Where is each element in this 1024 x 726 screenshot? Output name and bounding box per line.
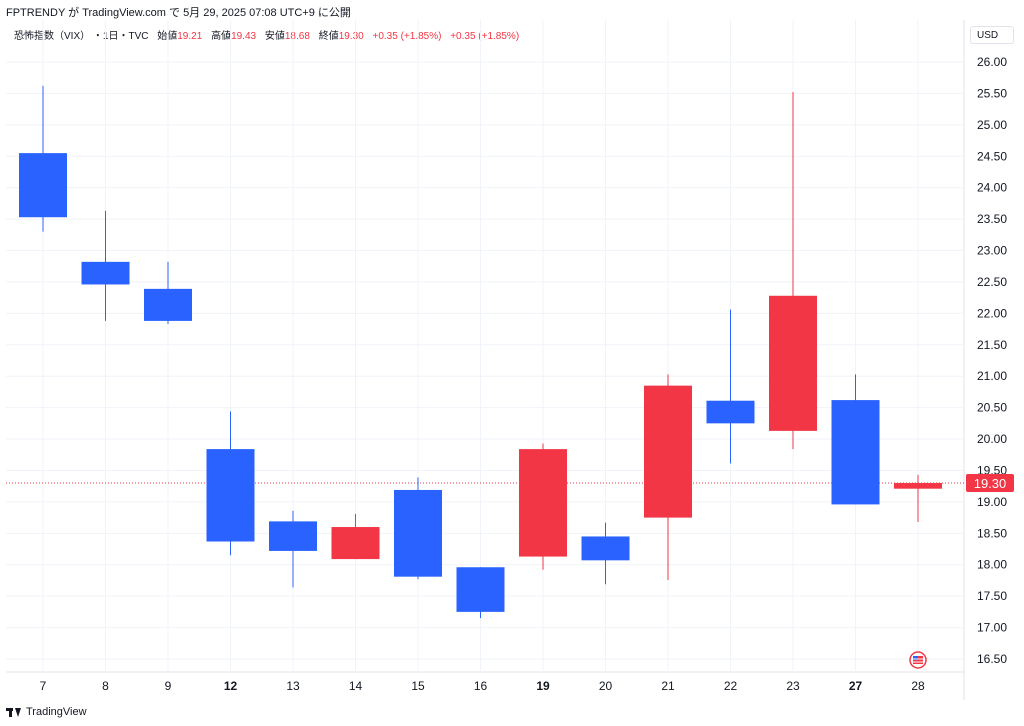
y-tick-label: 22.00 xyxy=(977,306,1007,320)
tradingview-logo-icon xyxy=(6,707,22,717)
close-value: 19.30 xyxy=(338,31,364,42)
x-tick-label: 8 xyxy=(102,679,109,693)
x-tick-label: 15 xyxy=(411,679,425,693)
symbol-legend: 恐怖指数（VIX） ・1日・TVC 始値19.21 高値19.43 安値18.6… xyxy=(14,27,519,42)
y-tick-label: 16.50 xyxy=(977,652,1007,666)
x-tick-label: 19 xyxy=(536,679,550,693)
y-tick-label: 18.50 xyxy=(977,526,1007,540)
x-tick-label: 20 xyxy=(599,679,613,693)
x-tick-label: 13 xyxy=(286,679,300,693)
footer-brand-label: TradingView xyxy=(26,706,87,718)
candle-body xyxy=(519,449,567,557)
x-tick-label: 28 xyxy=(911,679,925,693)
candle-body xyxy=(331,527,380,560)
candle-body xyxy=(769,295,817,431)
close-label: 終値 xyxy=(318,31,339,42)
change-value-2: +0.35 (+1.85%) xyxy=(450,31,520,42)
y-tick-label: 23.00 xyxy=(977,244,1007,258)
candle-body xyxy=(644,385,692,518)
x-tick-label: 23 xyxy=(786,679,800,693)
x-tick-label: 14 xyxy=(349,679,363,693)
y-tick-label: 20.50 xyxy=(977,401,1007,415)
y-tick-label: 21.50 xyxy=(977,338,1007,352)
candle-body xyxy=(581,536,630,561)
y-tick-label: 26.00 xyxy=(977,55,1007,69)
y-tick-label: 19.00 xyxy=(977,495,1007,509)
y-tick-label: 17.50 xyxy=(977,589,1007,603)
current-price-label: 19.30 xyxy=(974,476,1007,491)
change-value: +0.35 (+1.85%) xyxy=(372,31,442,42)
open-label: 始値 xyxy=(157,31,178,42)
y-tick-label: 17.00 xyxy=(977,621,1007,635)
candle-body xyxy=(831,400,880,505)
interval-label: ・1日・TVC xyxy=(92,31,149,42)
candle-body xyxy=(81,261,130,285)
footer-brand[interactable]: TradingView xyxy=(6,706,87,718)
high-value: 19.43 xyxy=(231,31,257,42)
currency-selector[interactable]: USD xyxy=(970,26,1014,44)
x-tick-label: 27 xyxy=(849,679,863,693)
high-label: 高値 xyxy=(211,31,232,42)
x-tick-label: 21 xyxy=(661,679,675,693)
candle-body xyxy=(19,153,67,218)
x-tick-label: 7 xyxy=(40,679,47,693)
candle-body xyxy=(394,489,442,577)
y-tick-label: 20.00 xyxy=(977,432,1007,446)
symbol-name[interactable]: 恐怖指数（VIX） xyxy=(14,31,91,42)
y-tick-label: 25.00 xyxy=(977,118,1007,132)
open-value: 19.21 xyxy=(177,31,203,42)
candle-body xyxy=(206,449,255,542)
candle-body xyxy=(269,521,317,551)
y-tick-label: 24.50 xyxy=(977,149,1007,163)
x-tick-label: 22 xyxy=(724,679,738,693)
candle-body xyxy=(706,400,755,424)
candle-body xyxy=(894,483,942,489)
y-tick-label: 23.50 xyxy=(977,212,1007,226)
x-tick-label: 12 xyxy=(224,679,238,693)
y-tick-label: 22.50 xyxy=(977,275,1007,289)
y-tick-label: 18.00 xyxy=(977,558,1007,572)
y-tick-label: 19.50 xyxy=(977,463,1007,477)
candle-body xyxy=(144,288,192,321)
low-value: 18.68 xyxy=(284,31,310,42)
low-label: 安値 xyxy=(264,31,285,42)
current-price-badge xyxy=(966,474,1014,493)
candle-body xyxy=(456,567,505,612)
publisher-line: FPTRENDY が TradingView.com で 5月 29, 2025… xyxy=(6,7,351,19)
us-flag-canton-icon xyxy=(913,656,918,660)
x-tick-label: 16 xyxy=(474,679,488,693)
y-tick-label: 25.50 xyxy=(977,86,1007,100)
y-tick-label: 21.00 xyxy=(977,369,1007,383)
y-tick-label: 24.00 xyxy=(977,181,1007,195)
x-tick-label: 9 xyxy=(165,679,172,693)
